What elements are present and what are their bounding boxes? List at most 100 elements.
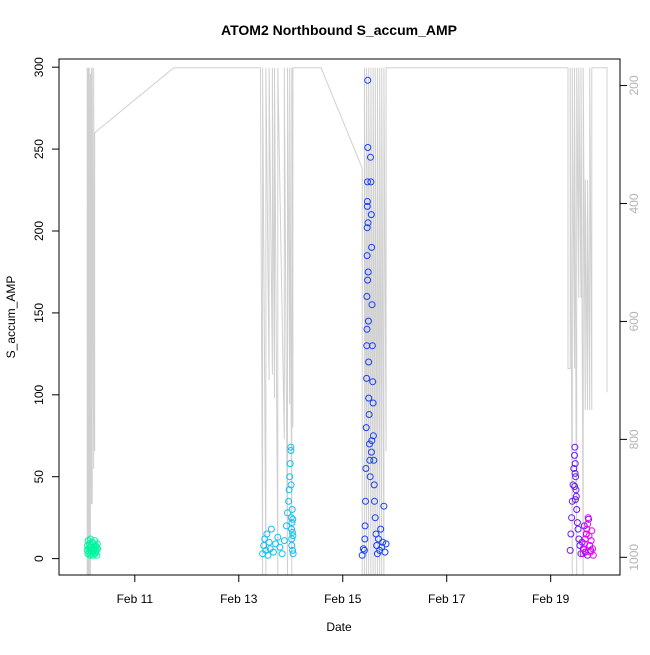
data-point [369, 378, 377, 386]
data-point [288, 519, 296, 527]
data-point [288, 528, 296, 536]
data-point [367, 178, 375, 186]
data-point [366, 473, 374, 481]
y-tick-label: 50 [32, 470, 46, 484]
secondary-y-axis: 200 400 600 800 1000 [619, 75, 641, 571]
data-point [363, 374, 371, 382]
data-point [287, 481, 295, 489]
data-point [282, 522, 290, 530]
x-axis-label: Date [326, 620, 352, 634]
data-point [269, 548, 277, 556]
data-point [363, 252, 371, 260]
data-point [363, 202, 371, 210]
data-point [588, 527, 596, 535]
data-point [584, 520, 591, 528]
y-axis: 0 50 100 150 200 250 300 [32, 57, 60, 562]
data-point [289, 532, 297, 540]
data-point [568, 514, 576, 522]
data-point [381, 548, 389, 556]
data-point [286, 473, 294, 481]
secondary-y-tick-label: 800 [627, 429, 641, 449]
data-point [579, 550, 587, 558]
data-point [368, 301, 376, 309]
x-tick-label: Feb 17 [428, 592, 466, 606]
data-point [274, 533, 282, 541]
data-point [288, 525, 295, 533]
data-point [364, 268, 372, 276]
x-tick-label: Feb 15 [324, 592, 362, 606]
data-point [362, 497, 369, 505]
data-point [367, 153, 374, 161]
data-point [370, 456, 378, 464]
data-point [288, 542, 296, 549]
data-point [369, 432, 377, 440]
data-point [363, 293, 371, 300]
secondary-y-tick-label: 400 [627, 193, 641, 213]
data-point [379, 538, 387, 546]
data-point [380, 502, 388, 510]
x-tick-label: Feb 11 [117, 592, 154, 606]
data-point [378, 543, 386, 551]
data-point [573, 519, 581, 527]
data-point [574, 525, 582, 533]
data-point [572, 486, 580, 494]
depth-trace-layer [86, 67, 608, 576]
data-point [573, 506, 581, 513]
series-5 [579, 514, 597, 559]
data-point [587, 537, 595, 545]
data-point [365, 394, 373, 402]
data-point [567, 530, 575, 538]
depth-trace-line [86, 67, 608, 576]
data-point [367, 448, 375, 456]
secondary-y-tick-label: 200 [627, 75, 641, 95]
data-point [264, 551, 272, 559]
data-point [364, 317, 372, 325]
y-tick-label: 100 [32, 384, 46, 404]
y-tick-label: 200 [32, 221, 46, 241]
data-point [572, 492, 580, 500]
y-tick-label: 0 [32, 555, 46, 562]
data-point [276, 543, 284, 551]
data-point [368, 437, 376, 445]
data-point [280, 537, 288, 545]
secondary-y-tick-label: 1000 [627, 544, 641, 571]
data-point [287, 514, 295, 522]
data-point [371, 514, 379, 522]
data-point [571, 469, 579, 477]
data-point [278, 550, 286, 558]
data-point [364, 276, 372, 284]
data-point [289, 550, 297, 558]
data-point [287, 447, 295, 454]
data-point [369, 399, 377, 407]
data-point [377, 525, 385, 533]
data-point [288, 506, 296, 513]
series-2 [259, 443, 297, 559]
data-point [571, 443, 579, 451]
data-point [367, 211, 375, 219]
data-point [589, 551, 597, 559]
data-point [364, 219, 372, 227]
data-point [286, 460, 294, 468]
x-axis: Feb 11 Feb 13 Feb 15 Feb 17 Feb 19 [117, 574, 570, 606]
data-point [362, 465, 370, 472]
data-point [364, 76, 372, 84]
data-point [566, 546, 574, 554]
data-point [363, 325, 371, 333]
data-point [365, 411, 373, 418]
plot-frame [58, 58, 621, 576]
points-layer [83, 76, 597, 559]
data-point [267, 525, 275, 533]
data-point [571, 451, 578, 459]
data-point [584, 514, 592, 522]
data-point [571, 460, 579, 468]
data-point [289, 546, 297, 554]
data-point [284, 509, 291, 517]
data-point [365, 358, 373, 366]
data-point [583, 525, 591, 533]
data-point [93, 540, 101, 548]
data-point [363, 198, 371, 205]
y-tick-label: 300 [32, 57, 46, 77]
data-point [571, 483, 579, 490]
